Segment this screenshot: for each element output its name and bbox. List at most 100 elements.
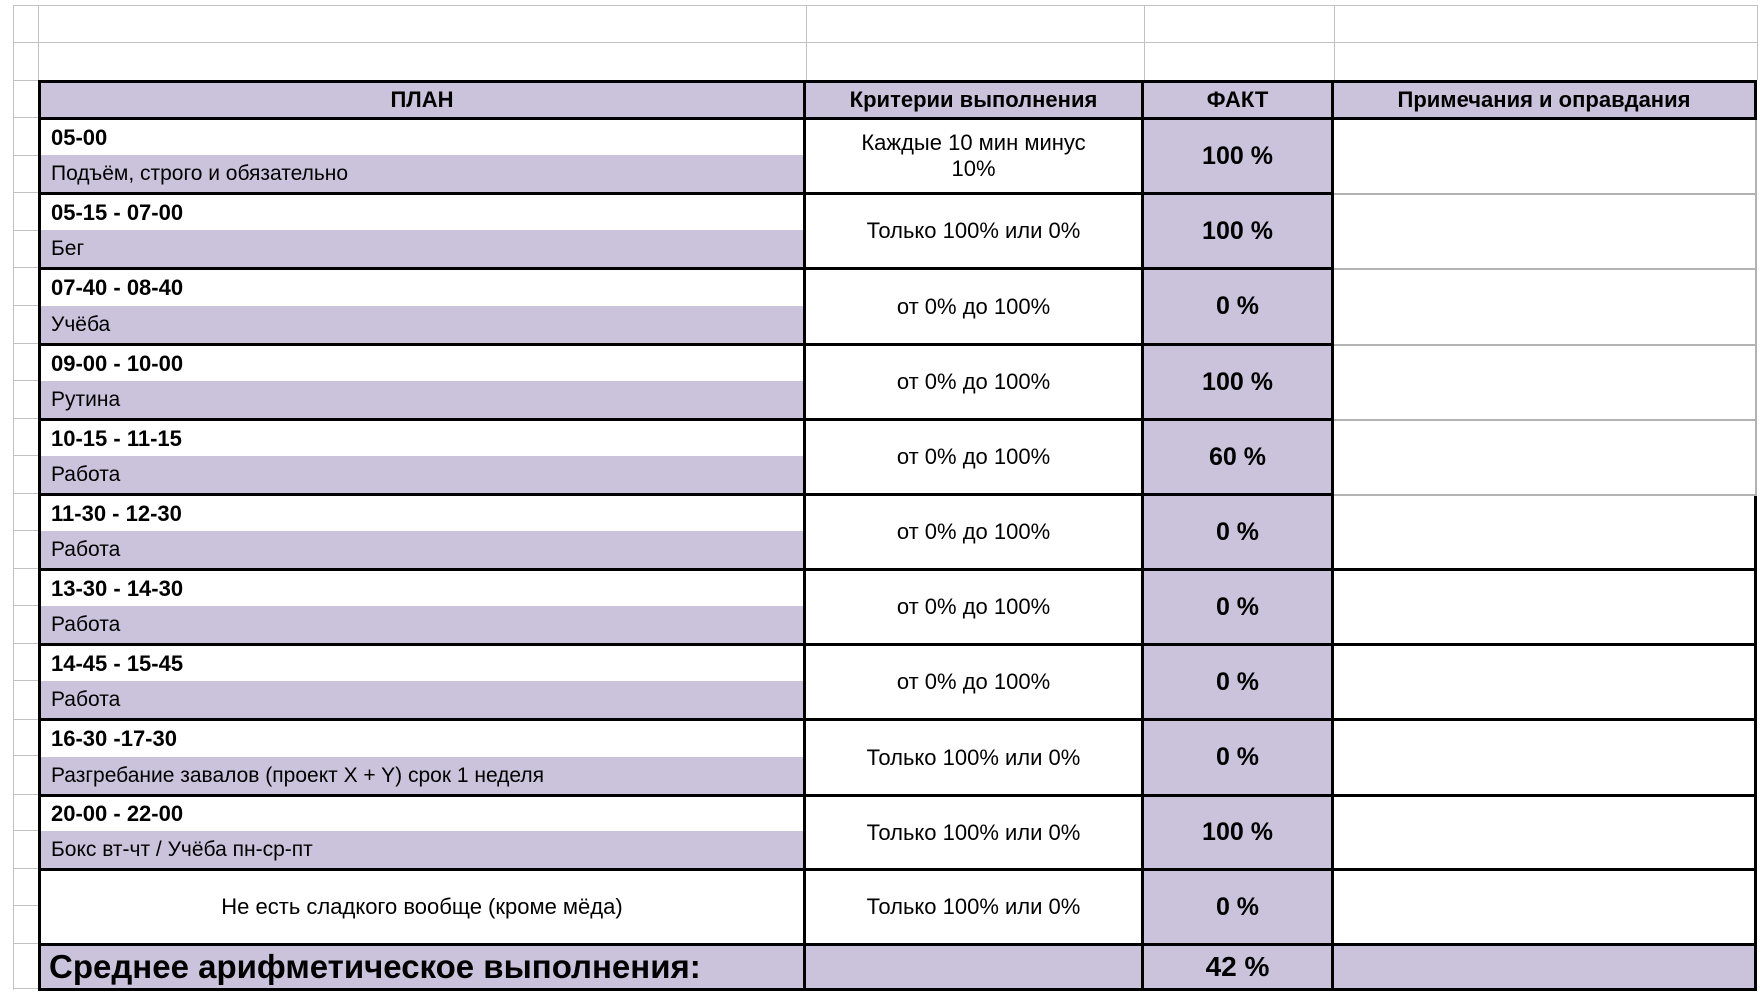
- gridline: [1757, 5, 1758, 80]
- fact-cell[interactable]: 0 %: [1144, 571, 1334, 646]
- plan-activity-subcell: Работа: [41, 606, 803, 643]
- fact-value: 100 %: [1202, 216, 1273, 245]
- plan-time-subcell: 09-00 - 10-00: [41, 346, 803, 381]
- gridline-tick: [13, 988, 38, 989]
- plan-time-text: 11-30 - 12-30: [51, 500, 182, 526]
- fact-cell[interactable]: 0 %: [1144, 646, 1334, 721]
- gridline-tick: [13, 794, 38, 795]
- plan-text: Не есть сладкого вообще (кроме мёда): [221, 894, 623, 919]
- fact-value: 0 %: [1215, 743, 1260, 771]
- plan-cell[interactable]: 11-30 - 12-30 Работа: [41, 496, 806, 571]
- note-cell[interactable]: [1334, 646, 1757, 721]
- criteria-cell[interactable]: от 0% до 100%: [806, 346, 1144, 421]
- plan-time-subcell: 10-15 - 11-15: [41, 421, 803, 456]
- total-label: Среднее арифметическое выполнения:: [49, 948, 701, 985]
- criteria-cell[interactable]: от 0% до 100%: [806, 421, 1144, 496]
- plan-cell[interactable]: 05-15 - 07-00 Бег: [41, 195, 806, 270]
- plan-cell[interactable]: 13-30 - 14-30 Работа: [41, 571, 806, 646]
- plan-activity-subcell: Рутина: [41, 381, 803, 418]
- header-fact-label: ФАКТ: [1206, 87, 1269, 112]
- criteria-cell[interactable]: Только 100% или 0%: [806, 195, 1144, 270]
- criteria-cell[interactable]: от 0% до 100%: [806, 270, 1144, 346]
- criteria-cell[interactable]: Только 100% или 0%: [806, 797, 1144, 871]
- criteria-cell[interactable]: Только 100% или 0%: [806, 871, 1144, 946]
- header-plan[interactable]: ПЛАН: [41, 83, 806, 120]
- plan-activity-text: Бокс вт-чт / Учёба пн-ср-пт: [51, 837, 313, 861]
- criteria-cell[interactable]: Только 100% или 0%: [806, 721, 1144, 797]
- table-row: Не есть сладкого вообще (кроме мёда) Тол…: [41, 871, 1757, 946]
- plan-time-text: 05-00: [51, 124, 108, 150]
- header-row: ПЛАН Критерии выполнения ФАКТ Примечания…: [41, 83, 1757, 120]
- plan-cell[interactable]: 05-00 Подъём, строго и обязательно: [41, 120, 806, 195]
- plan-cell[interactable]: 20-00 - 22-00 Бокс вт-чт / Учёба пн-ср-п…: [41, 797, 806, 871]
- gridline-tick: [13, 868, 38, 869]
- fact-cell[interactable]: 0 %: [1144, 871, 1334, 946]
- fact-cell[interactable]: 60 %: [1144, 421, 1334, 496]
- plan-activity-text: Учёба: [51, 312, 111, 336]
- total-label-cell[interactable]: Среднее арифметическое выполнения:: [41, 946, 806, 991]
- fact-value: 60 %: [1209, 442, 1266, 471]
- criteria-text: Только 100% или 0%: [866, 744, 1081, 770]
- fact-cell[interactable]: 0 %: [1144, 496, 1334, 571]
- fact-value: 100 %: [1202, 141, 1273, 170]
- gridline: [806, 5, 807, 80]
- gridline-tick: [13, 343, 38, 344]
- header-notes-label: Примечания и оправдания: [1397, 87, 1691, 112]
- gridline-tick: [13, 117, 38, 118]
- plan-time-text: 14-45 - 15-45: [51, 650, 184, 676]
- plan-cell[interactable]: 09-00 - 10-00 Рутина: [41, 346, 806, 421]
- plan-table: ПЛАН Критерии выполнения ФАКТ Примечания…: [38, 80, 1757, 991]
- plan-cell[interactable]: Не есть сладкого вообще (кроме мёда): [41, 871, 806, 946]
- header-fact[interactable]: ФАКТ: [1144, 83, 1334, 120]
- total-fact-cell[interactable]: 42 %: [1144, 946, 1334, 991]
- note-cell[interactable]: [1334, 721, 1757, 797]
- total-note-cell[interactable]: [1334, 946, 1757, 991]
- plan-cell[interactable]: 16-30 -17-30 Разгребание завалов (проект…: [41, 721, 806, 797]
- fact-cell[interactable]: 0 %: [1144, 270, 1334, 346]
- header-notes[interactable]: Примечания и оправдания: [1334, 83, 1757, 120]
- note-cell[interactable]: [1334, 871, 1757, 946]
- criteria-text: Только 100% или 0%: [866, 894, 1081, 920]
- criteria-text: Только 100% или 0%: [866, 218, 1081, 244]
- note-cell[interactable]: [1334, 195, 1757, 270]
- plan-cell[interactable]: 14-45 - 15-45 Работа: [41, 646, 806, 721]
- gridline-tick: [13, 605, 38, 606]
- fact-cell[interactable]: 100 %: [1144, 797, 1334, 871]
- criteria-cell[interactable]: Каждые 10 мин минус 10%: [806, 120, 1144, 195]
- criteria-cell[interactable]: от 0% до 100%: [806, 646, 1144, 721]
- criteria-cell[interactable]: от 0% до 100%: [806, 496, 1144, 571]
- gridline: [13, 42, 1757, 43]
- total-criteria-cell[interactable]: [806, 946, 1144, 991]
- gridline-tick: [13, 267, 38, 268]
- fact-cell[interactable]: 100 %: [1144, 195, 1334, 270]
- fact-value: 0 %: [1215, 517, 1260, 546]
- header-criteria[interactable]: Критерии выполнения: [806, 83, 1144, 120]
- fact-cell[interactable]: 100 %: [1144, 346, 1334, 421]
- note-cell[interactable]: [1334, 346, 1757, 421]
- header-plan-label: ПЛАН: [390, 87, 454, 112]
- note-cell[interactable]: [1334, 270, 1757, 346]
- gridline: [1334, 5, 1335, 80]
- fact-cell[interactable]: 100 %: [1144, 120, 1334, 195]
- criteria-text: от 0% до 100%: [896, 369, 1051, 395]
- plan-time-subcell: 13-30 - 14-30: [41, 571, 803, 606]
- table-row: 05-15 - 07-00 Бег Только 100% или 0% 100…: [41, 195, 1757, 270]
- note-cell[interactable]: [1334, 571, 1757, 646]
- note-cell[interactable]: [1334, 797, 1757, 871]
- plan-activity-text: Работа: [51, 612, 121, 636]
- gridline-tick: [13, 192, 38, 193]
- note-cell[interactable]: [1334, 120, 1757, 195]
- total-fact-value: 42 %: [1205, 951, 1270, 982]
- plan-activity-subcell: Работа: [41, 456, 803, 493]
- fact-value: 0 %: [1215, 667, 1260, 696]
- note-cell[interactable]: [1334, 496, 1757, 571]
- plan-cell[interactable]: 10-15 - 11-15 Работа: [41, 421, 806, 496]
- criteria-text: от 0% до 100%: [896, 444, 1051, 470]
- note-cell[interactable]: [1334, 421, 1757, 496]
- plan-cell[interactable]: 07-40 - 08-40 Учёба: [41, 270, 806, 346]
- plan-activity-subcell: Учёба: [41, 306, 803, 343]
- plan-activity-subcell: Работа: [41, 531, 803, 568]
- fact-cell[interactable]: 0 %: [1144, 721, 1334, 797]
- criteria-cell[interactable]: от 0% до 100%: [806, 571, 1144, 646]
